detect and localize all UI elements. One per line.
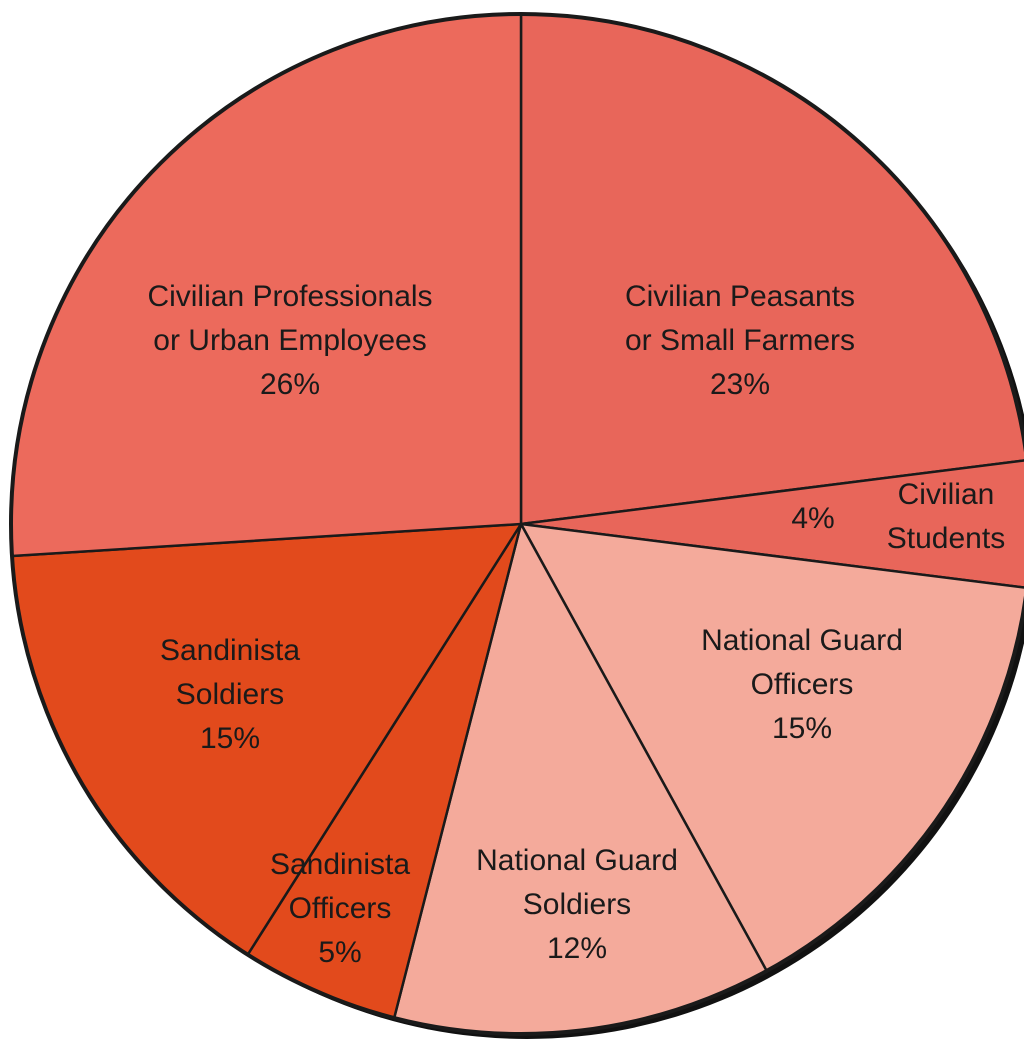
pie-slice-civilian-peasants-or-small-farmers bbox=[519, 12, 1024, 526]
slice-value-label-civilian-professionals-or-urban-employees: 26% bbox=[260, 368, 320, 401]
pie-slices bbox=[9, 12, 1024, 1036]
slice-name-label-civilian-students: Civilian bbox=[898, 478, 995, 511]
slice-value-label-national-guard-officers: 15% bbox=[772, 712, 832, 745]
slice-name-label-civilian-peasants-or-small-farmers: Civilian Peasants bbox=[625, 280, 855, 313]
slice-name-label-civilian-professionals-or-urban-employees: or Urban Employees bbox=[153, 324, 426, 357]
slice-name-label-civilian-professionals-or-urban-employees: Civilian Professionals bbox=[147, 280, 432, 313]
slice-name-label-sandinista-soldiers: Soldiers bbox=[176, 678, 284, 711]
slice-name-label-civilian-students: Students bbox=[887, 522, 1005, 555]
slice-value-label-civilian-peasants-or-small-farmers: 23% bbox=[710, 368, 770, 401]
slice-name-label-sandinista-soldiers: Sandinista bbox=[160, 634, 300, 667]
slice-value-label-national-guard-soldiers: 12% bbox=[547, 932, 607, 965]
pie-outline bbox=[9, 12, 1024, 1036]
slice-value-label-sandinista-soldiers: 15% bbox=[200, 722, 260, 755]
slice-value-label-sandinista-officers: 5% bbox=[318, 936, 361, 969]
slice-name-label-civilian-peasants-or-small-farmers: or Small Farmers bbox=[625, 324, 855, 357]
slice-name-label-national-guard-officers: Officers bbox=[751, 668, 854, 701]
slice-name-label-national-guard-soldiers: Soldiers bbox=[523, 888, 631, 921]
pie-slice-civilian-students bbox=[519, 459, 1024, 589]
pie-labels: Civilian Peasants or Small Farmers 23% 4% Ci… bbox=[147, 280, 1005, 969]
slice-value-label-civilian-students: 4% bbox=[791, 502, 834, 535]
slice-name-label-sandinista-officers: Officers bbox=[289, 892, 392, 925]
slice-name-label-national-guard-soldiers: National Guard bbox=[476, 844, 678, 877]
slice-name-label-sandinista-officers: Sandinista bbox=[270, 848, 410, 881]
slice-name-label-national-guard-officers: National Guard bbox=[701, 624, 903, 657]
